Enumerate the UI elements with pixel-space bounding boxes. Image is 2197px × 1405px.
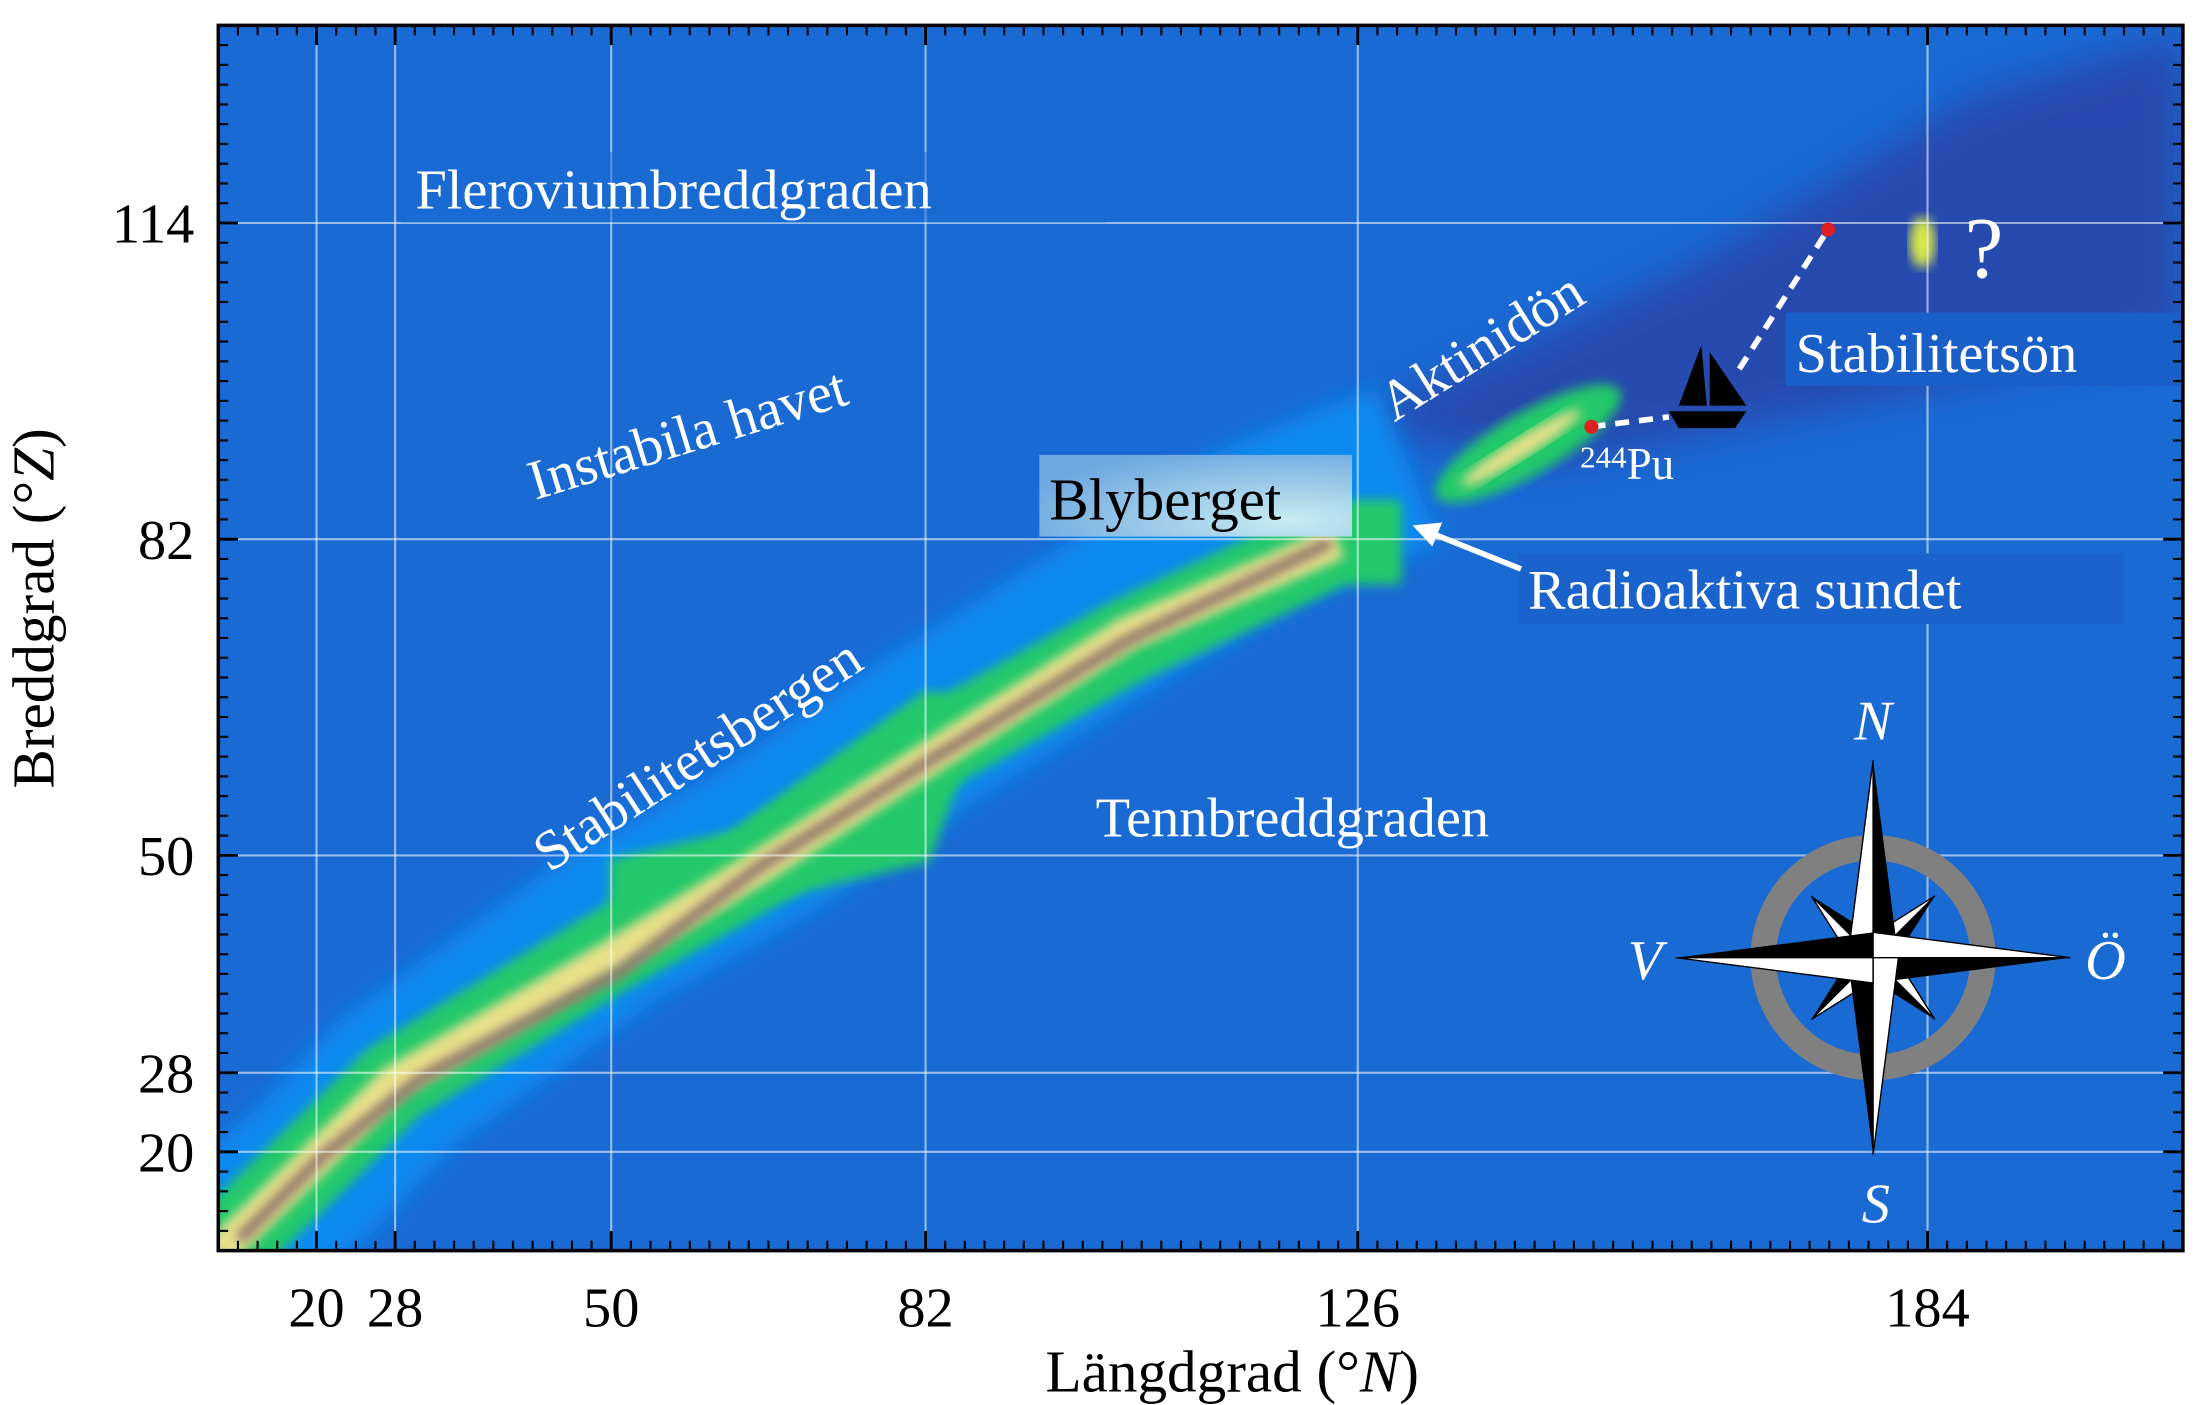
label-plutonium: 244Pu [1580,439,1674,489]
arrow-icon [1412,522,1523,572]
start-marker [1584,419,1599,434]
label-question: ? [1965,199,2004,296]
y-tick-label: 28 [138,1043,194,1105]
y-tick-label: 50 [138,826,194,888]
label-flerovium: Fleroviumbreddgraden [415,159,931,221]
peak-ridge [235,537,1334,1244]
y-tick-label: 82 [138,510,194,572]
route [1584,222,1836,434]
y-axis-label: Breddgrad (°Z) [1,428,67,788]
destination-marker [1820,222,1836,237]
label-bg [401,152,1106,223]
stability-island-glow [1909,216,1936,268]
label-strait: Radioaktiva sundet [1528,559,1962,621]
x-tick-label: 28 [367,1278,423,1340]
x-axis-label: Längdgrad (°N) [1046,1338,1419,1404]
label-stability-island: Stabilitetsön [1796,323,2078,385]
label-lead-mountain: Blyberget [1049,467,1282,533]
x-tick-label: 20 [288,1278,344,1340]
y-tick-label: 20 [138,1123,194,1185]
compass-point [1873,760,1899,958]
actinide-island-high [1461,409,1581,487]
compass-south: S [1862,1173,1890,1235]
ticks [217,24,2184,1252]
label-bg [1785,312,2181,386]
compass-east: Ö [2085,930,2126,992]
sailboat-icon [1668,345,1747,429]
terrain [218,25,2183,1251]
label-bg [1039,454,1352,537]
compass-point [1873,957,2071,984]
x-tick-label: 126 [1316,1278,1401,1340]
label-bg [1518,553,2124,624]
label-tin-latitude: Tennbreddgraden [1096,788,1489,850]
y-tick-label: 114 [112,194,194,256]
compass-point [1675,932,1874,958]
x-tick-label: 184 [1885,1278,1970,1340]
compass-west: V [1628,930,1668,992]
x-tick-label: 82 [897,1278,953,1340]
x-tick-label: 50 [583,1278,639,1340]
compass-north: N [1853,690,1895,752]
